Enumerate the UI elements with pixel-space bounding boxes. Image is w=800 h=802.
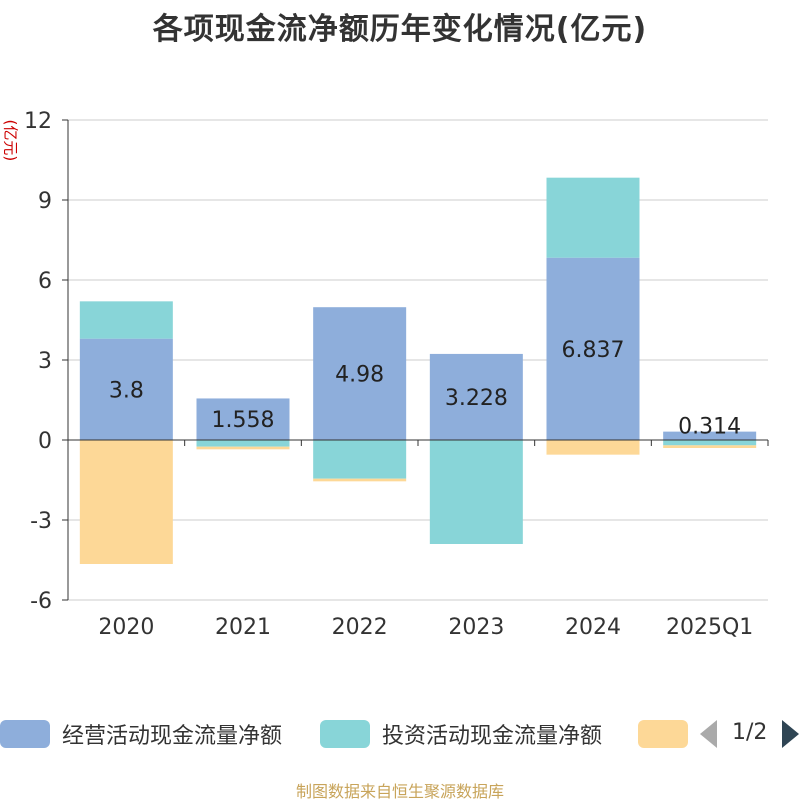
- legend-swatch-financing: [638, 720, 688, 748]
- data-source-note: 制图数据来自恒生聚源数据库: [295, 782, 504, 801]
- bar-s2-2022: [313, 478, 407, 482]
- legend-item-financing[interactable]: [638, 716, 700, 752]
- y-tick-label: 3: [38, 349, 52, 374]
- legend-pager: 1/2: [700, 720, 800, 750]
- x-tick-label-2025Q1: 2025Q1: [666, 615, 753, 640]
- legend-item-operating[interactable]: 经营活动现金流量净额: [0, 716, 282, 752]
- data-label-2022: 4.98: [335, 363, 384, 388]
- legend: 经营活动现金流量净额 投资活动现金流量净额: [0, 716, 800, 756]
- bar-s0-2023: [429, 353, 523, 440]
- legend-label-operating: 经营活动现金流量净额: [62, 724, 283, 749]
- bar-s2-2021: [196, 446, 290, 450]
- legend-prev-arrow-icon[interactable]: [700, 720, 717, 748]
- bar-s1-2025Q1: [663, 440, 757, 446]
- x-tick-label-2024: 2024: [565, 615, 621, 640]
- x-tick-label-2023: 2023: [448, 615, 504, 640]
- bar-s1-2022: [313, 440, 407, 479]
- legend-item-investing[interactable]: 投资活动现金流量净额: [320, 716, 602, 752]
- data-label-2021: 1.558: [212, 408, 275, 433]
- bar-s0-2025Q1: [663, 431, 757, 440]
- bar-s1-2020: [79, 301, 173, 339]
- bar-s2-2025Q1: [663, 445, 757, 448]
- bar-s0-2020: [79, 338, 173, 440]
- x-tick-label-2022: 2022: [332, 615, 388, 640]
- legend-swatch-investing: [320, 720, 370, 748]
- bar-s1-2023: [429, 440, 523, 544]
- y-tick-label: -3: [30, 509, 52, 534]
- chart-title: 各项现金流净额历年变化情况(亿元): [152, 12, 648, 47]
- data-label-2025Q1: 0.314: [678, 415, 741, 440]
- y-tick-label: 12: [24, 109, 52, 134]
- chart-plot: -6 -3 0 3 6 9 12 3.8 1.558 4.98 3.228 6.837 0.314 202…: [24, 109, 769, 640]
- bar-s1-2021: [196, 440, 290, 447]
- y-tick-label: 9: [38, 189, 52, 214]
- bar-s2-2024: [546, 440, 640, 455]
- legend-next-arrow-icon[interactable]: [782, 720, 799, 748]
- y-tick-label: -6: [30, 589, 52, 614]
- y-tick-label: 0: [38, 429, 52, 454]
- legend-page-number: 1/2: [732, 720, 768, 745]
- legend-swatch-operating: [0, 720, 50, 748]
- legend-label-investing: 投资活动现金流量净额: [382, 724, 603, 749]
- bar-s0-2022: [313, 307, 407, 440]
- bar-s2-2020: [79, 440, 173, 564]
- x-tick-label-2021: 2021: [215, 615, 271, 640]
- bar-s1-2024: [546, 177, 640, 258]
- bar-s0-2024: [546, 257, 640, 440]
- data-label-2024: 6.837: [562, 338, 625, 363]
- bar-s0-2021: [196, 398, 290, 440]
- x-tick-label-2020: 2020: [98, 615, 154, 640]
- data-label-2023: 3.228: [445, 386, 508, 411]
- data-label-2020: 3.8: [109, 378, 144, 403]
- y-tick-label: 6: [38, 269, 52, 294]
